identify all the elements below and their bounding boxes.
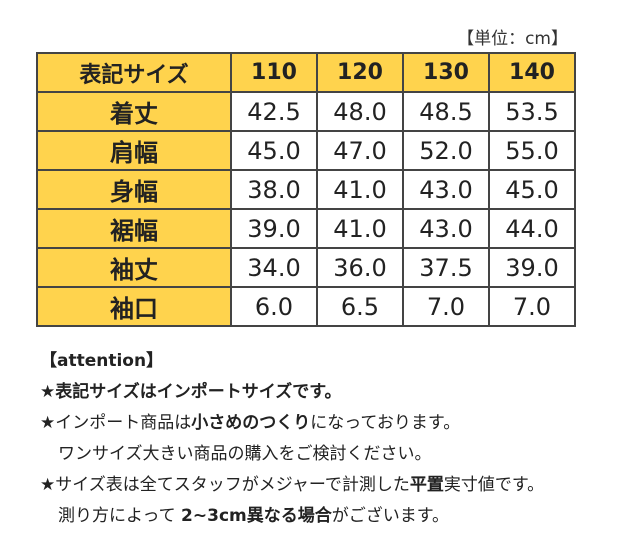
table-cell: 6.5 xyxy=(316,286,404,327)
table-cell: 45.0 xyxy=(230,130,318,171)
size-header: 110 xyxy=(230,52,318,93)
table-row: 袖口 6.0 6.5 7.0 7.0 xyxy=(36,286,576,327)
size-table: 表記サイズ 110 120 130 140 着丈 42.5 48.0 48.5 … xyxy=(36,52,576,327)
table-cell: 41.0 xyxy=(316,169,404,210)
row-label: 着丈 xyxy=(36,91,232,132)
table-cell: 37.5 xyxy=(402,247,490,288)
table-row: 裾幅 39.0 41.0 43.0 44.0 xyxy=(36,208,576,249)
table-cell: 43.0 xyxy=(402,169,490,210)
note-line: ワンサイズ大きい商品の購入をご検討ください。 xyxy=(58,444,432,464)
note-line: ★表記サイズはインポートサイズです。 xyxy=(40,382,342,402)
table-cell: 47.0 xyxy=(316,130,404,171)
table-row: 袖丈 34.0 36.0 37.5 39.0 xyxy=(36,247,576,288)
table-cell: 45.0 xyxy=(488,169,576,210)
table-cell: 39.0 xyxy=(488,247,576,288)
size-header: 130 xyxy=(402,52,490,93)
table-cell: 48.5 xyxy=(402,91,490,132)
notes-heading: 【attention】 xyxy=(40,351,164,371)
table-cell: 48.0 xyxy=(316,91,404,132)
unit-note: 【単位：cm】 xyxy=(457,29,568,49)
attention-notes: 【attention】 ★表記サイズはインポートサイズです。 ★インポート商品は… xyxy=(40,346,544,532)
size-header-row: 表記サイズ 110 120 130 140 xyxy=(36,52,576,93)
table-cell: 43.0 xyxy=(402,208,490,249)
row-label: 袖丈 xyxy=(36,247,232,288)
corner-header: 表記サイズ xyxy=(36,52,232,93)
row-label: 肩幅 xyxy=(36,130,232,171)
note-line: ★インポート商品は小さめのつくりになっております。 xyxy=(40,413,461,433)
table-row: 肩幅 45.0 47.0 52.0 55.0 xyxy=(36,130,576,171)
table-cell: 6.0 xyxy=(230,286,318,327)
table-cell: 44.0 xyxy=(488,208,576,249)
table-cell: 41.0 xyxy=(316,208,404,249)
table-cell: 34.0 xyxy=(230,247,318,288)
table-cell: 55.0 xyxy=(488,130,576,171)
table-cell: 42.5 xyxy=(230,91,318,132)
note-line: 測り方によって 2~3cm異なる場合がございます。 xyxy=(58,506,450,526)
table-cell: 39.0 xyxy=(230,208,318,249)
row-label: 身幅 xyxy=(36,169,232,210)
table-cell: 53.5 xyxy=(488,91,576,132)
row-label: 裾幅 xyxy=(36,208,232,249)
row-label: 袖口 xyxy=(36,286,232,327)
table-cell: 7.0 xyxy=(402,286,490,327)
size-header: 120 xyxy=(316,52,404,93)
table-row: 身幅 38.0 41.0 43.0 45.0 xyxy=(36,169,576,210)
size-header: 140 xyxy=(488,52,576,93)
table-row: 着丈 42.5 48.0 48.5 53.5 xyxy=(36,91,576,132)
table-cell: 36.0 xyxy=(316,247,404,288)
table-cell: 52.0 xyxy=(402,130,490,171)
table-cell: 38.0 xyxy=(230,169,318,210)
table-cell: 7.0 xyxy=(488,286,576,327)
note-line: ★サイズ表は全てスタッフがメジャーで計測した平置実寸値です。 xyxy=(40,475,545,495)
